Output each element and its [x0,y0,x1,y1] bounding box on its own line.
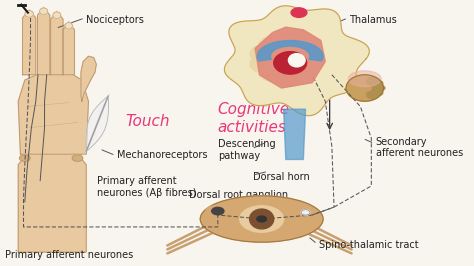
Polygon shape [63,22,74,75]
Ellipse shape [259,69,280,82]
Ellipse shape [371,81,383,87]
Ellipse shape [240,206,283,232]
Polygon shape [81,56,96,101]
Ellipse shape [201,196,323,242]
Ellipse shape [373,85,385,91]
Text: Spino-thalamic tract: Spino-thalamic tract [319,240,419,251]
Polygon shape [37,7,50,75]
Ellipse shape [274,52,307,74]
Text: Nociceptors: Nociceptors [86,15,144,25]
Polygon shape [86,96,109,152]
Polygon shape [257,40,323,61]
Text: Dorsal root ganglion: Dorsal root ganglion [189,190,288,200]
Circle shape [212,207,224,215]
Circle shape [301,210,310,215]
Polygon shape [18,154,86,252]
Ellipse shape [366,92,377,99]
Ellipse shape [53,12,61,19]
Ellipse shape [366,77,377,84]
Ellipse shape [296,207,315,217]
Ellipse shape [348,71,381,87]
Circle shape [19,155,30,161]
Ellipse shape [276,76,300,86]
Ellipse shape [250,209,274,229]
Polygon shape [18,72,89,154]
Polygon shape [51,11,63,75]
Ellipse shape [21,146,81,162]
Ellipse shape [276,32,300,42]
Text: Descending
pathway: Descending pathway [218,139,275,161]
Polygon shape [255,27,325,88]
Polygon shape [283,109,306,159]
Ellipse shape [250,58,267,72]
Text: Cognitive
activities: Cognitive activities [218,102,290,135]
Ellipse shape [257,216,266,222]
Ellipse shape [371,89,383,95]
Text: Secondary
afferent neurones: Secondary afferent neurones [376,137,463,158]
Ellipse shape [40,8,48,15]
Ellipse shape [25,11,34,17]
Ellipse shape [259,36,280,48]
Ellipse shape [346,75,383,101]
Text: Thalamus: Thalamus [349,15,397,25]
Ellipse shape [206,206,230,217]
Ellipse shape [250,45,267,60]
Text: Touch: Touch [126,114,170,128]
Ellipse shape [289,54,305,67]
Polygon shape [224,6,369,116]
Text: Mechanoreceptors: Mechanoreceptors [117,151,208,160]
Polygon shape [23,10,36,75]
Ellipse shape [65,23,73,29]
Text: Dorsal horn: Dorsal horn [253,172,310,182]
Circle shape [291,8,307,17]
Text: Primary afferent
neurones (Aβ fibres): Primary afferent neurones (Aβ fibres) [97,176,197,198]
Circle shape [72,155,83,161]
Text: Primary afferent neurones: Primary afferent neurones [5,250,133,260]
